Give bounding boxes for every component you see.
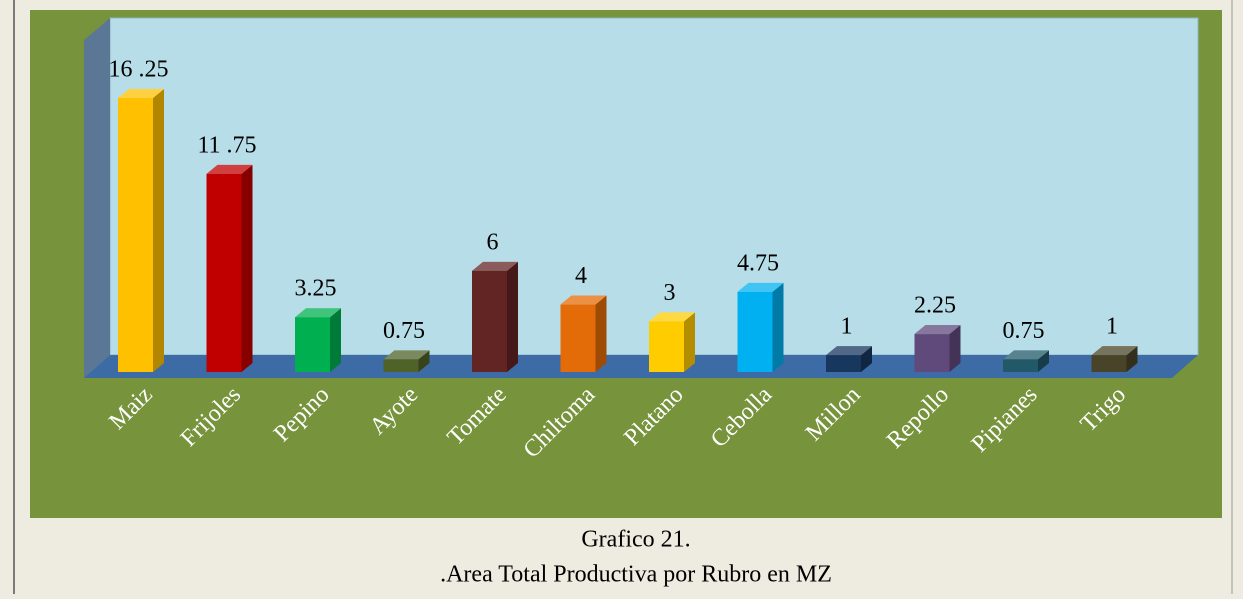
data-label: 6	[487, 229, 499, 255]
bar-top-shade	[826, 346, 872, 356]
bar-top-shade	[560, 295, 607, 305]
bar	[383, 359, 419, 372]
bar-top	[1091, 346, 1138, 356]
bar-top-shade	[1091, 346, 1138, 356]
bar	[295, 317, 330, 372]
chart-subtitle: .Area Total Productiva por Rubro en MZ	[440, 562, 832, 588]
bar-top-shade	[1003, 350, 1049, 360]
bar-side-shade	[684, 312, 695, 372]
bar-top-shade	[206, 164, 253, 174]
data-label: 3.25	[295, 276, 337, 302]
bar-top	[826, 346, 872, 356]
bar-top	[118, 89, 164, 98]
bar	[737, 291, 773, 372]
bar	[649, 321, 684, 372]
bar	[826, 355, 861, 372]
bar-top	[649, 312, 695, 322]
bar-top-shade	[383, 350, 430, 360]
bar-side-shade	[241, 164, 253, 372]
bar-top-shade	[737, 282, 784, 292]
bar	[472, 270, 507, 372]
bar-top-shade	[118, 89, 164, 98]
bar-side	[1038, 350, 1049, 372]
bar-side	[1126, 346, 1138, 372]
bar-top-shade	[295, 308, 341, 318]
bar-side-shade	[153, 89, 164, 372]
bar-top-shade	[472, 261, 518, 271]
data-label: 0.75	[383, 318, 425, 344]
data-label: 11 .75	[197, 132, 256, 158]
bar	[1091, 355, 1127, 372]
bar-side	[684, 312, 695, 372]
bar-top	[737, 282, 784, 292]
bar	[118, 98, 153, 372]
bar-side-shade	[1126, 346, 1138, 372]
bar	[560, 304, 596, 372]
bar-side	[418, 350, 430, 372]
bar-side-shade	[1038, 350, 1049, 372]
back-wall	[109, 17, 1199, 356]
side-wall	[84, 18, 110, 378]
data-label: 2.25	[914, 293, 956, 319]
bar-side-shade	[861, 346, 872, 372]
bar-side-shade	[595, 295, 607, 372]
data-label: 16 .25	[109, 57, 169, 83]
bar-side-shade	[949, 325, 961, 372]
bar-top	[914, 325, 961, 335]
bar-side-shade	[772, 282, 784, 372]
bar-side	[772, 282, 784, 372]
bar-top	[206, 164, 253, 174]
bar-side	[595, 295, 607, 372]
bar-side-shade	[507, 261, 518, 372]
bar-side	[861, 346, 872, 372]
bar-side	[507, 261, 518, 372]
bar-top	[560, 295, 607, 305]
data-label: 4.75	[737, 250, 779, 276]
bar-side-shade	[330, 308, 341, 372]
bar	[206, 173, 242, 372]
bar-side	[330, 308, 341, 372]
chart-title: Grafico 21.	[581, 527, 690, 553]
data-label: 4	[575, 263, 587, 289]
bar-side	[241, 164, 253, 372]
bar-top-shade	[649, 312, 695, 322]
data-label: 0.75	[1003, 318, 1045, 344]
bar-top	[383, 350, 430, 360]
bar-side	[153, 89, 164, 372]
bar-top	[472, 261, 518, 271]
data-label: 3	[664, 280, 676, 306]
bar-top-shade	[914, 325, 961, 335]
bar-side	[949, 325, 961, 372]
bar-top	[295, 308, 341, 318]
bar	[1003, 359, 1038, 372]
bar	[914, 334, 950, 372]
data-label: 1	[841, 314, 853, 340]
data-label: 1	[1106, 314, 1118, 340]
bar-side-shade	[418, 350, 430, 372]
bar-top	[1003, 350, 1049, 360]
